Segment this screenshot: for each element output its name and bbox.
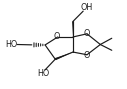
Text: O: O [54, 32, 60, 41]
Text: HO: HO [37, 69, 49, 78]
Text: O: O [84, 51, 90, 60]
Polygon shape [55, 52, 73, 60]
Text: HO: HO [5, 40, 18, 49]
Polygon shape [72, 21, 74, 37]
Text: O: O [84, 29, 90, 38]
Text: OH: OH [80, 3, 92, 12]
